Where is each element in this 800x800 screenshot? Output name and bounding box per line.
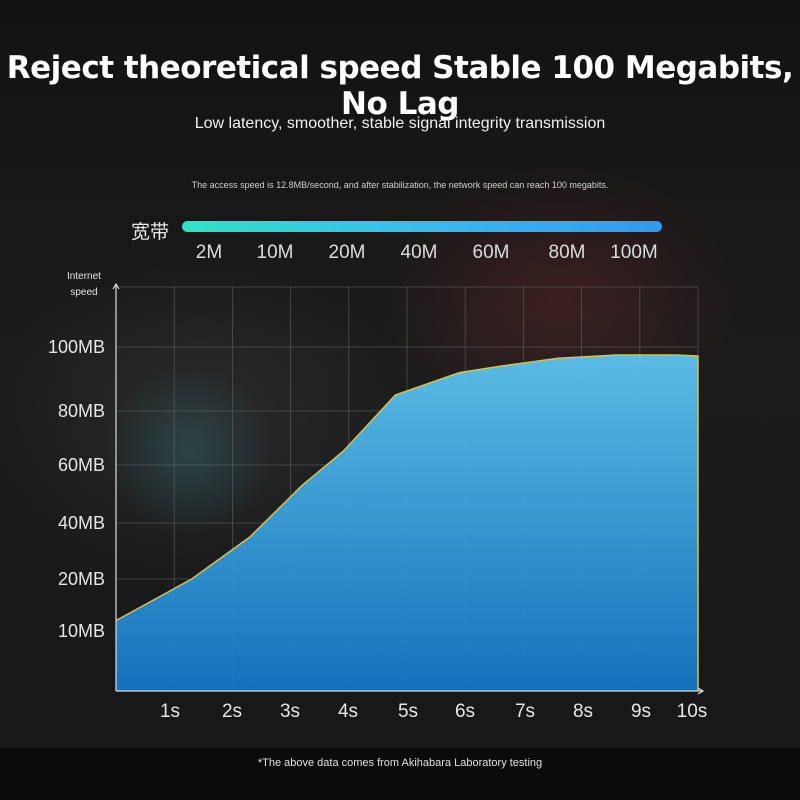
speed-area (116, 355, 698, 691)
bandwidth-tick: 40M (400, 242, 438, 263)
bandwidth-label: 宽带 (131, 221, 170, 243)
x-tick-label: 3s (280, 701, 300, 722)
bandwidth-tick: 100M (610, 242, 658, 263)
bandwidth-bar (182, 221, 662, 232)
y-tick-label: 100MB (48, 337, 105, 357)
y-tick-label: 80MB (58, 401, 105, 421)
bandwidth-tick: 2M (195, 242, 223, 263)
y-tick-label: 20MB (58, 569, 105, 589)
footer-note: *The above data comes from Akihabara Lab… (257, 757, 543, 769)
x-tick-label: 10s (677, 701, 708, 722)
y-tick-label: 10MB (58, 621, 105, 641)
x-tick-label: 8s (573, 701, 593, 722)
x-ticks: 1s 2s 3s 4s 5s 6s 7s 8s 9s 10s (160, 701, 707, 722)
y-tick-label: 40MB (58, 513, 105, 533)
y-ticks: 10MB 20MB 40MB 60MB 80MB 100MB (48, 337, 105, 641)
chart-axes (112, 282, 705, 695)
page-subtitle: Low latency, smoother, stable signal int… (194, 115, 606, 132)
x-tick-label: 5s (398, 701, 418, 722)
x-tick-label: 9s (631, 701, 651, 722)
y-axis-label: Internet speed (67, 271, 101, 298)
y-axis-arrow (112, 282, 120, 290)
x-axis-arrow (697, 687, 705, 695)
x-tick-label: 1s (160, 701, 180, 722)
speed-line (115, 354, 699, 691)
y-tick-label: 60MB (58, 455, 105, 475)
x-tick-label: 2s (222, 701, 242, 722)
bandwidth-tick: 60M (472, 242, 510, 263)
bandwidth-tick: 20M (328, 242, 366, 263)
x-tick-label: 6s (455, 701, 475, 722)
x-tick-label: 4s (338, 701, 358, 722)
page-title: Reject theoretical speed Stable 100 Mega… (6, 50, 794, 122)
bandwidth-tick: 10M (256, 242, 294, 263)
x-tick-label: 7s (515, 701, 535, 722)
bandwidth-tick: 80M (548, 242, 586, 263)
footer-band (0, 748, 800, 800)
speed-note: The access speed is 12.8MB/second, and a… (191, 180, 609, 190)
